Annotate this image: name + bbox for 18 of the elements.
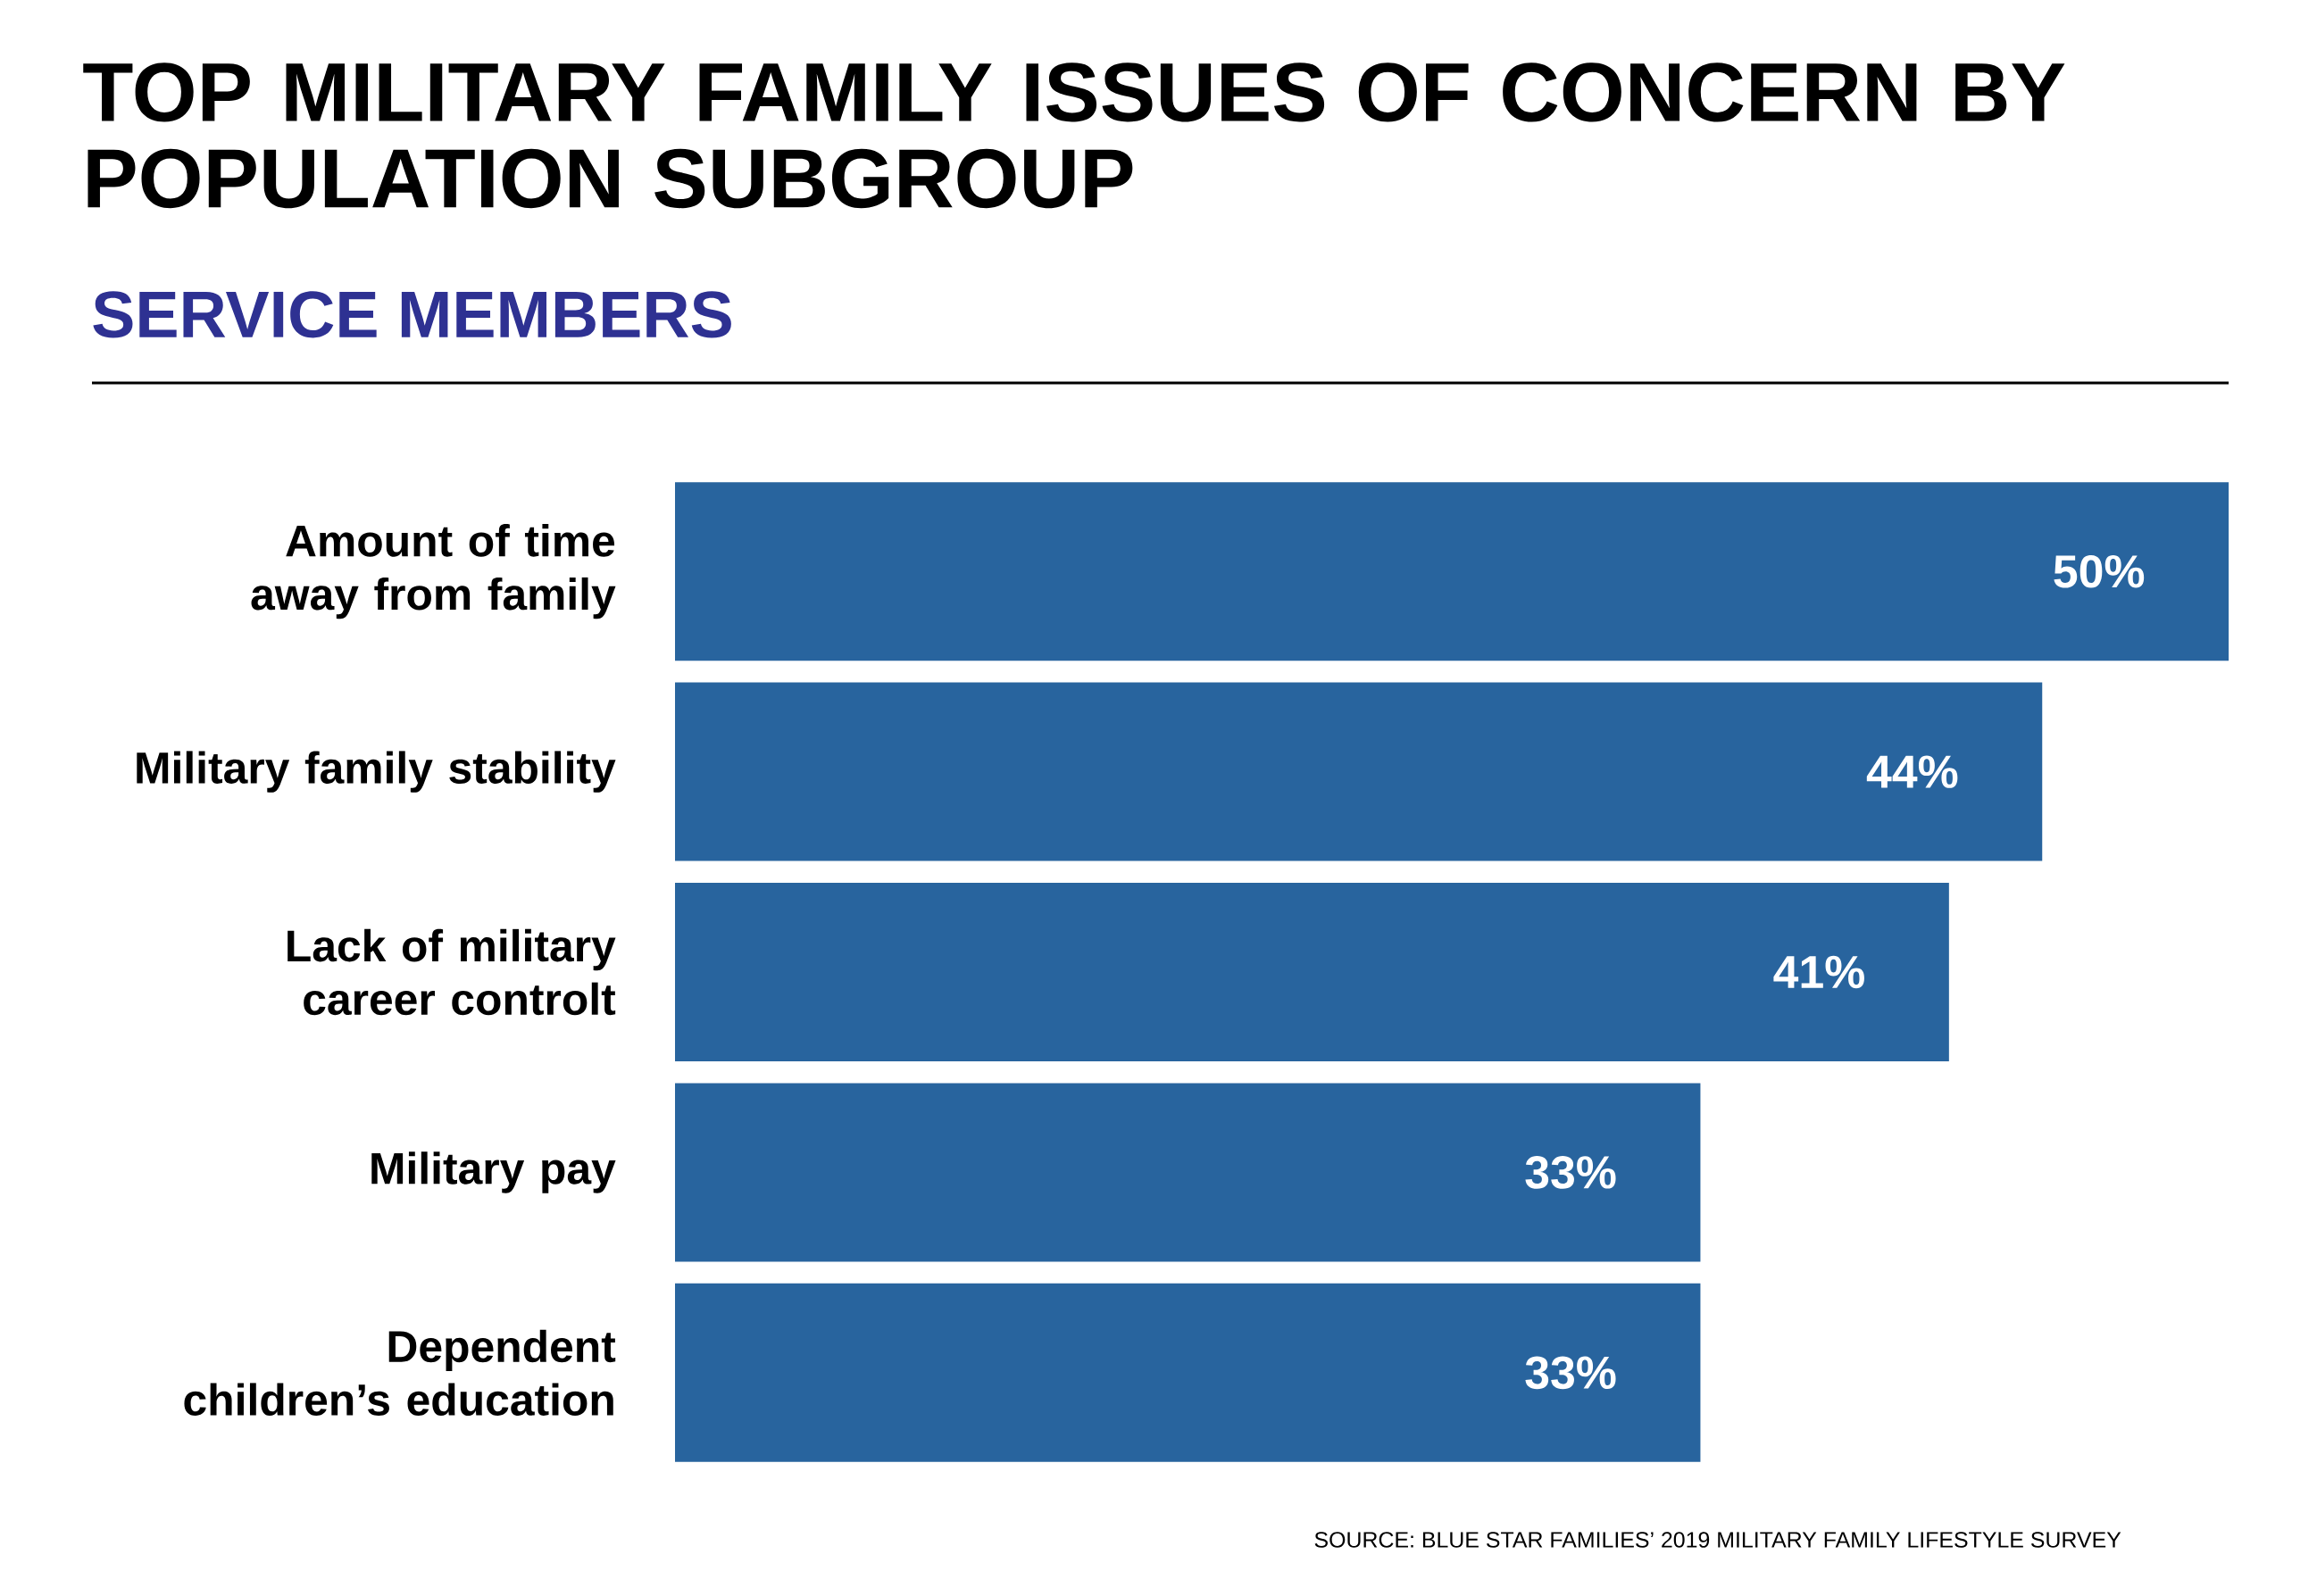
data-label: 41% [1773,955,1864,989]
bar [675,1283,1701,1462]
bar [675,883,1949,1062]
bar [675,1083,1701,1262]
chart-title: TOP MILITARY FAMILY ISSUES OF CONCERN BY POPULATION SUBGROUP [83,62,2065,209]
y-tick-label: Military family stability [137,751,616,793]
source-note: SOURCE: BLUE STAR FAMILIES’ 2019 MILITARY FAMILY LIFESTYLE SURVEY [1314,1532,2121,1548]
y-tick-label: Dependent children’s education [184,1329,616,1416]
bar [675,482,2229,661]
data-label: 50% [2054,554,2145,588]
data-label: 33% [1525,1156,1616,1189]
data-label: 33% [1525,1356,1616,1390]
y-tick-label: Amount of time away from family [251,524,616,619]
bar [675,682,2043,861]
chart-subtitle: SERVICE MEMBERS [93,291,731,338]
data-label: 44% [1866,755,1958,788]
y-tick-label: Military pay [371,1151,616,1193]
y-tick-label: Lack of military career controlt [288,928,616,1016]
